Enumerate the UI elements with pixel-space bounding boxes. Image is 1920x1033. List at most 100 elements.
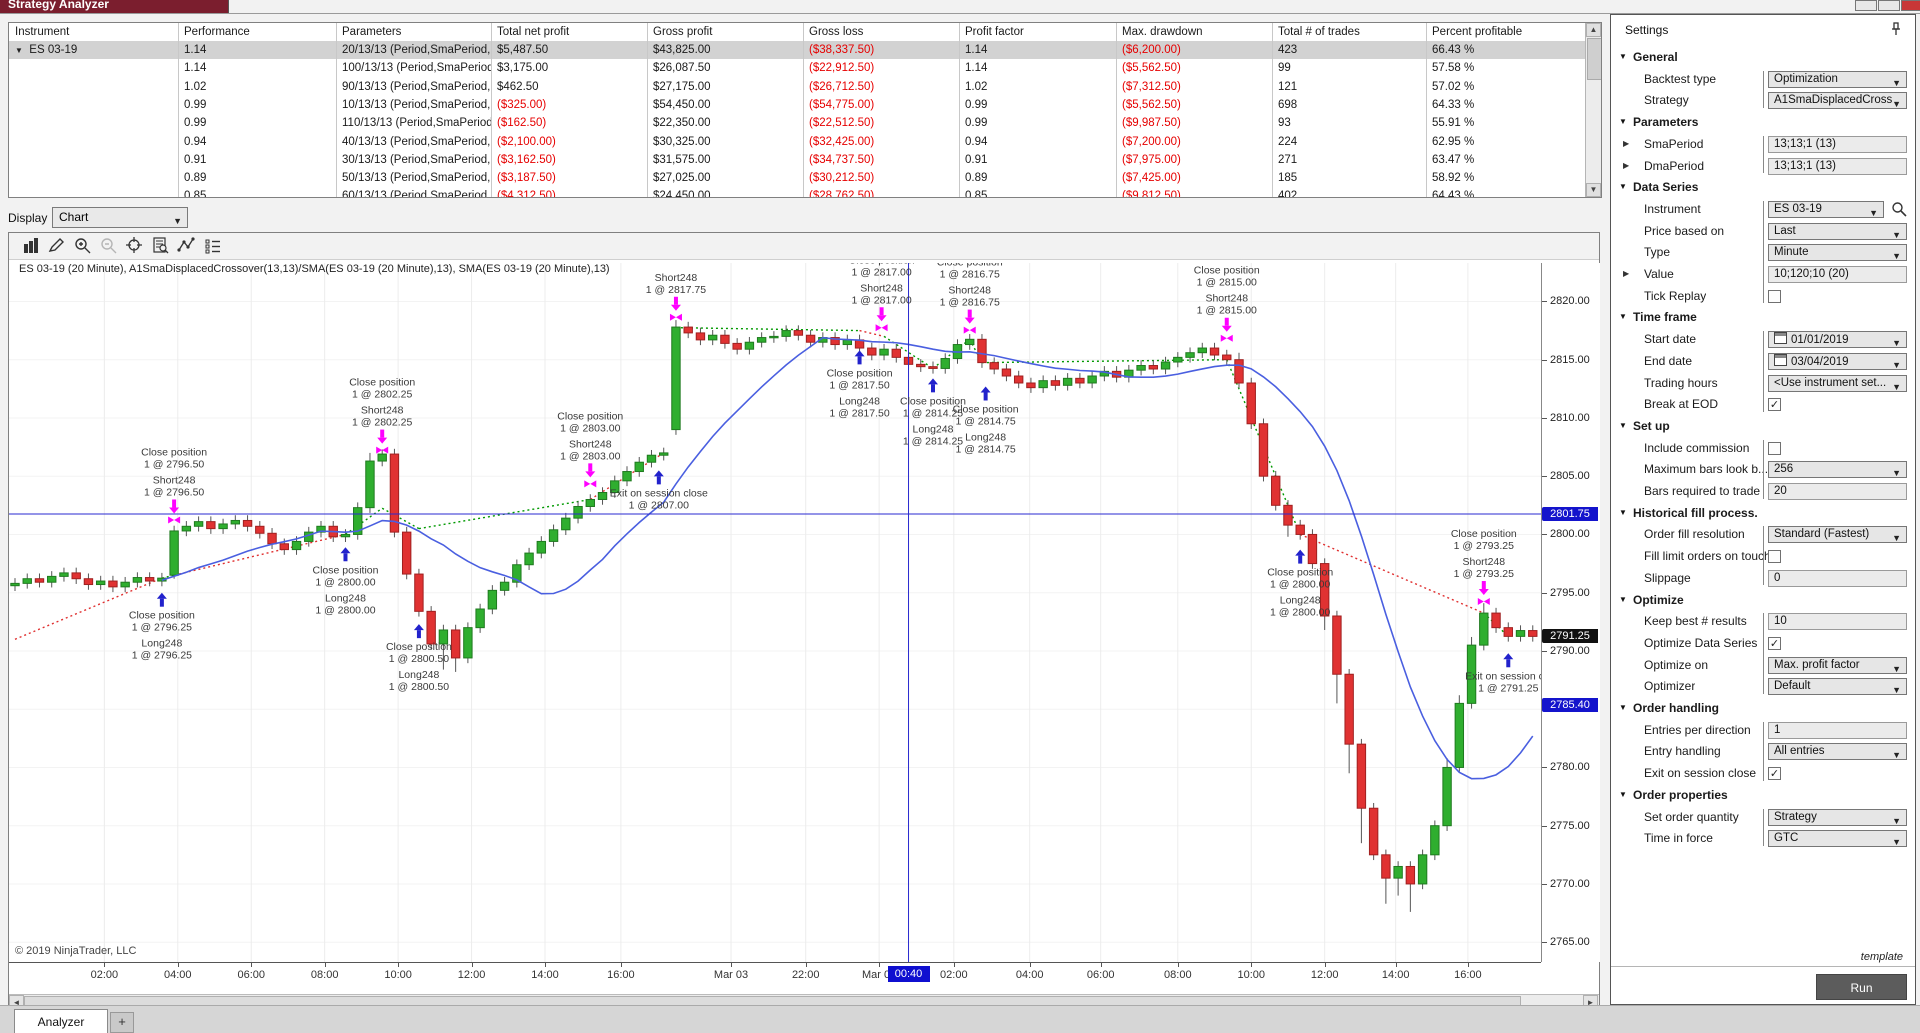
end-date-select[interactable]: 03/04/2019 ▼ — [1768, 352, 1907, 370]
tick-replay-checkbox[interactable] — [1768, 289, 1781, 303]
set-order-quantity-select[interactable]: Strategy ▼ — [1768, 808, 1907, 826]
collapse-icon[interactable]: ▼ — [1619, 182, 1627, 192]
collapse-icon[interactable]: ▼ — [1619, 789, 1627, 799]
table-row[interactable]: 1.02 90/13/13 (Period,SmaPeriod,[$462.50 $… — [9, 78, 1586, 96]
instrument-select[interactable]: ES 03-19 ▼ — [1768, 200, 1884, 218]
table-row[interactable]: 0.99 110/13/13 (Period,SmaPeriod, ($162.50… — [9, 114, 1586, 132]
table-cell: $22,350.00 — [653, 117, 711, 130]
fill-limit-orders-on-touch-checkbox[interactable] — [1768, 550, 1781, 564]
column-header-performance[interactable]: Performance — [184, 26, 250, 38]
settings-section-data-series[interactable]: ▼ Data Series — [1619, 180, 1699, 195]
include-commission-checkbox[interactable] — [1768, 441, 1781, 455]
collapse-icon[interactable]: ▼ — [1619, 420, 1627, 430]
report-icon[interactable] — [151, 236, 171, 256]
chart-style-icon[interactable] — [21, 236, 41, 256]
price-axis[interactable]: 2820.00 2815.00 2810.00 2805.00 2800.00 2795.… — [1541, 263, 1600, 962]
column-header-max-drawdown[interactable]: Max. drawdown — [1122, 26, 1203, 38]
exit-on-session-close-checkbox[interactable]: ✓ — [1768, 767, 1781, 781]
keep-best-results-input[interactable]: 10 — [1768, 613, 1907, 631]
expand-icon[interactable]: ▶ — [1623, 269, 1630, 278]
template-link[interactable]: template — [1860, 951, 1903, 963]
draw-icon[interactable] — [47, 236, 67, 256]
column-header-instrument[interactable]: Instrument — [15, 26, 70, 38]
window-title-tab[interactable]: Strategy Analyzer — [0, 0, 229, 13]
settings-section-parameters[interactable]: ▼ Parameters — [1619, 115, 1699, 130]
tab-analyzer[interactable]: Analyzer — [14, 1009, 108, 1033]
optimizer-select[interactable]: Default ▼ — [1768, 678, 1907, 696]
optimize-data-series-checkbox[interactable]: ✓ — [1768, 636, 1781, 650]
settings-section-set-up[interactable]: ▼ Set up — [1619, 418, 1670, 433]
trading-hours-select[interactable]: <Use instrument set... ▼ — [1768, 374, 1907, 392]
settings-section-order-properties[interactable]: ▼ Order properties — [1619, 787, 1728, 802]
entry-handling-select[interactable]: All entries ▼ — [1768, 743, 1907, 761]
time-axis[interactable]: 02:00 04:00 06:00 08:00 10:00 12:00 14:00 16:00… — [9, 962, 1541, 991]
run-button[interactable]: Run — [1816, 974, 1907, 1000]
settings-section-order-handling[interactable]: ▼ Order handling — [1619, 701, 1720, 715]
order-fill-resolution-select[interactable]: Standard (Fastest) ▼ — [1768, 526, 1907, 544]
add-tab-button[interactable]: + — [110, 1012, 134, 1033]
slippage-input[interactable]: 0 — [1768, 569, 1907, 587]
time-in-force-select[interactable]: GTC ▼ — [1768, 830, 1907, 848]
setting-label: Instrument — [1644, 201, 1701, 216]
backtest-type-select[interactable]: Optimization ▼ — [1768, 70, 1907, 88]
scrollbar-thumb[interactable] — [1587, 38, 1601, 80]
column-header-total-net-profit[interactable]: Total net profit — [497, 26, 570, 38]
table-row[interactable]: ▼ ES 03-19 1.14 20/13/13 (Period,SmaPeriod… — [9, 41, 1586, 60]
collapse-icon[interactable]: ▼ — [1619, 117, 1627, 127]
settings-section-historical-fill-process-[interactable]: ▼ Historical fill process... — [1619, 505, 1758, 520]
type-select[interactable]: Minute ▼ — [1768, 244, 1907, 262]
dmaperiod-input[interactable]: 13;13;1 (13) — [1768, 157, 1907, 175]
indicators-icon[interactable] — [203, 236, 223, 256]
column-header-total-of-trades[interactable]: Total # of trades — [1278, 26, 1360, 38]
entries-per-direction-input[interactable]: 1 — [1768, 721, 1907, 739]
maximum-bars-look-b--select[interactable]: 256 ▼ — [1768, 461, 1907, 479]
pin-icon[interactable] — [1889, 21, 1903, 37]
minimize-button[interactable] — [1855, 0, 1877, 11]
break-at-eod-checkbox[interactable]: ✓ — [1768, 398, 1781, 412]
table-row[interactable]: 0.94 40/13/13 (Period,SmaPeriod,[($2,100.… — [9, 133, 1586, 151]
zoom-in-icon[interactable] — [73, 236, 93, 256]
column-header-parameters[interactable]: Parameters — [342, 26, 402, 38]
table-row[interactable]: 0.89 50/13/13 (Period,SmaPeriod,[($3,187.… — [9, 169, 1586, 187]
search-icon[interactable] — [1891, 201, 1907, 217]
table-row[interactable]: 1.14 100/13/13 (Period,SmaPeriod $3,175.00… — [9, 59, 1586, 77]
collapse-icon[interactable]: ▼ — [1619, 312, 1627, 322]
settings-section-general[interactable]: ▼ General — [1619, 50, 1678, 64]
collapse-icon[interactable]: ▼ — [1619, 703, 1627, 712]
column-header-gross-loss[interactable]: Gross loss — [809, 26, 864, 38]
settings-section-time-frame[interactable]: ▼ Time frame — [1619, 310, 1697, 325]
table-cell: 93 — [1278, 117, 1291, 130]
collapse-icon[interactable]: ▼ — [1619, 52, 1627, 61]
expand-icon[interactable]: ▶ — [1623, 138, 1630, 148]
zoom-out-icon[interactable] — [99, 236, 119, 256]
expand-row-icon[interactable]: ▼ — [15, 46, 23, 55]
strategy-select[interactable]: A1SmaDisplacedCross ▼ — [1768, 92, 1907, 110]
table-row[interactable]: 0.91 30/13/13 (Period,SmaPeriod,[($3,162.… — [9, 151, 1586, 169]
close-button[interactable] — [1901, 0, 1920, 11]
collapse-icon[interactable]: ▼ — [1619, 507, 1627, 517]
optimization-results-table[interactable]: Instrument Performance Parameters Total net… — [8, 22, 1602, 198]
display-select[interactable]: Chart ▼ — [52, 207, 188, 228]
value-input[interactable]: 10;120;10 (20) — [1768, 266, 1907, 283]
crosshair-icon[interactable] — [125, 236, 145, 256]
table-vertical-scrollbar[interactable]: ▲ ▼ — [1585, 23, 1601, 197]
expand-icon[interactable]: ▶ — [1623, 160, 1630, 170]
collapse-icon[interactable]: ▼ — [1619, 594, 1627, 604]
scroll-down-icon[interactable]: ▼ — [1586, 183, 1601, 197]
start-date-select[interactable]: 01/01/2019 ▼ — [1768, 331, 1907, 349]
bars-required-to-trade-input[interactable]: 20 — [1768, 483, 1907, 500]
table-row[interactable]: 0.85 60/13/13 (Period,SmaPeriod,[($4,312.… — [9, 187, 1586, 197]
maximize-button[interactable] — [1878, 0, 1900, 11]
settings-section-optimize[interactable]: ▼ Optimize — [1619, 592, 1684, 607]
data-series-icon[interactable] — [177, 236, 197, 256]
section-separator — [1763, 526, 1764, 586]
column-header-profit-factor[interactable]: Profit factor — [965, 26, 1024, 38]
scroll-up-icon[interactable]: ▲ — [1586, 23, 1601, 37]
table-row[interactable]: 0.99 10/13/13 (Period,SmaPeriod,[($325.00… — [9, 96, 1586, 114]
price-based-on-select[interactable]: Last ▼ — [1768, 222, 1907, 240]
column-header-gross-profit[interactable]: Gross profit — [653, 26, 713, 38]
column-header-percent-profitable[interactable]: Percent profitable — [1432, 26, 1523, 38]
smaperiod-input[interactable]: 13;13;1 (13) — [1768, 135, 1907, 153]
optimize-on-select[interactable]: Max. profit factor ▼ — [1768, 656, 1907, 674]
